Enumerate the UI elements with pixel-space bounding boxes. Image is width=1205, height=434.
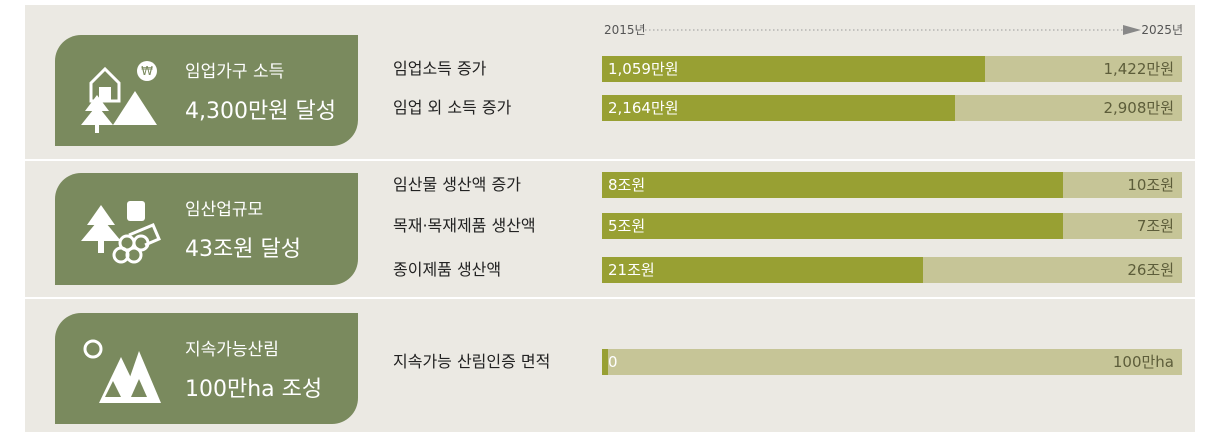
end-value: 2,908만원 bbox=[1103, 99, 1174, 117]
timeline-arrow bbox=[645, 25, 1141, 35]
bar-fill bbox=[602, 349, 608, 375]
row-label: 임산물 생산액 증가 bbox=[393, 175, 521, 194]
bar-track: 21조원 26조원 bbox=[602, 257, 1182, 283]
row-label: 임업 외 소득 증가 bbox=[393, 98, 512, 117]
section-panel: ₩ 임업가구 소득 4,300만원 달성 bbox=[55, 35, 358, 146]
bar-track: 5조원 7조원 bbox=[602, 213, 1182, 239]
bar-track: 8조원 10조원 bbox=[602, 172, 1182, 198]
bar-track: 1,059만원 1,422만원 bbox=[602, 56, 1182, 82]
end-value: 100만ha bbox=[1112, 353, 1174, 371]
start-value: 21조원 bbox=[608, 261, 655, 279]
bar-fill bbox=[602, 172, 1063, 198]
end-value: 1,422만원 bbox=[1103, 60, 1174, 78]
row-label: 종이제품 생산액 bbox=[393, 260, 502, 279]
end-value: 7조원 bbox=[1136, 217, 1174, 235]
bar-fill bbox=[602, 213, 1063, 239]
section-panel: 임산업규모 43조원 달성 bbox=[55, 173, 358, 285]
section-headline: 4,300만원 달성 bbox=[185, 99, 336, 124]
end-value: 10조원 bbox=[1127, 176, 1174, 194]
section-headline: 43조원 달성 bbox=[185, 237, 301, 262]
infographic: 2015년 2025년 ₩ 임업가구 소득 4,300만원 달성 임업소득 증가 1,0… bbox=[25, 5, 1195, 432]
row-label: 지속가능 산림인증 면적 bbox=[393, 352, 551, 371]
start-value: 2,164만원 bbox=[608, 99, 679, 117]
start-value: 0 bbox=[608, 353, 618, 371]
row-label: 목재·목재제품 생산액 bbox=[393, 216, 536, 235]
row-label: 임업소득 증가 bbox=[393, 59, 487, 78]
bar-track: 0 100만ha bbox=[602, 349, 1182, 375]
end-value: 26조원 bbox=[1127, 261, 1174, 279]
section-panel: 지속가능산림 100만ha 조성 bbox=[55, 313, 358, 424]
separator bbox=[25, 297, 1195, 299]
start-value: 8조원 bbox=[608, 176, 646, 194]
section-icon bbox=[77, 183, 167, 277]
bar-fill bbox=[602, 257, 923, 283]
start-year: 2015년 bbox=[604, 23, 646, 37]
section-title: 임산업규모 bbox=[185, 200, 264, 220]
bar-fill bbox=[602, 95, 955, 121]
section-icon: ₩ bbox=[77, 45, 167, 139]
section-title: 지속가능산림 bbox=[185, 340, 279, 360]
svg-text:₩: ₩ bbox=[141, 64, 153, 78]
bar-track: 2,164만원 2,908만원 bbox=[602, 95, 1182, 121]
section-headline: 100만ha 조성 bbox=[185, 377, 323, 402]
section-title: 임업가구 소득 bbox=[185, 62, 285, 82]
start-value: 5조원 bbox=[608, 217, 646, 235]
separator bbox=[25, 159, 1195, 161]
section-icon bbox=[77, 323, 167, 417]
start-value: 1,059만원 bbox=[608, 60, 679, 78]
bar-fill bbox=[602, 56, 985, 82]
end-year: 2025년 bbox=[1141, 23, 1183, 37]
